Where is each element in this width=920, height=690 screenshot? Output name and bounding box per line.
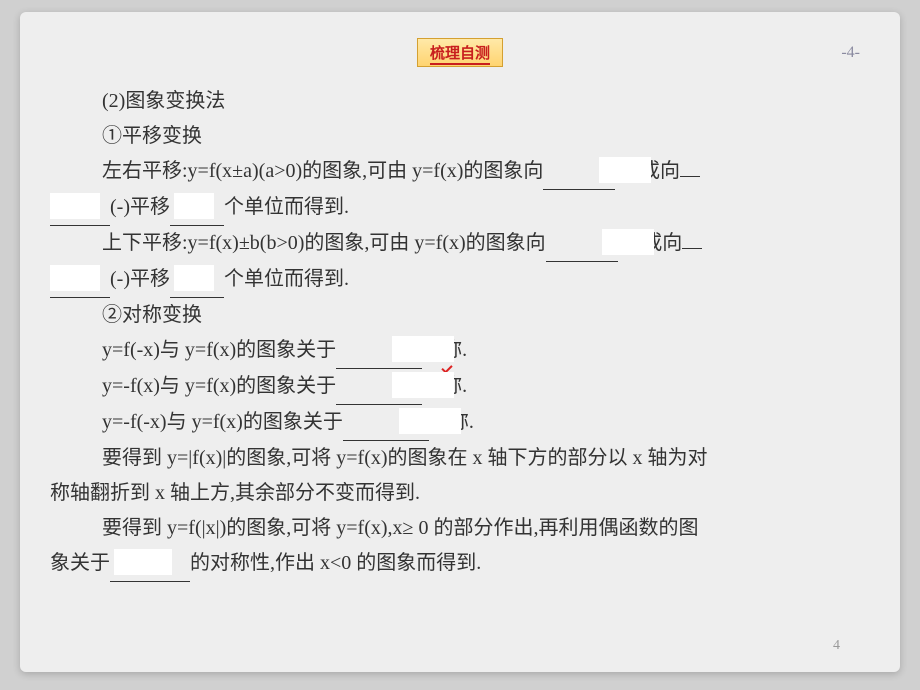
blank-a-units [170,190,224,226]
page-number-top: -4- [841,44,860,62]
line-9: y=-f(x)与 y=f(x)的图象关于对称. [50,369,870,405]
blank-down-lead [50,262,110,298]
line-3: 左右平移:y=f(x±a)(a>0)的图象,可由 y=f(x)的图象向(+)或向 [50,154,870,190]
line-5: 上下平移:y=f(x)±b(b>0)的图象,可由 y=f(x)的图象向(+)或向 [50,226,870,262]
line-2: ①平移变换 [50,119,870,154]
blank-even-sym [110,546,190,582]
blank-tail-2 [682,248,702,249]
blank-up [546,226,618,262]
line-13: 要得到 y=f(|x|)的图象,可将 y=f(x),x≥ 0 的部分作出,再利用… [50,511,870,546]
blank-xaxis [336,369,422,405]
tab-label: 梳理自测 [430,45,490,65]
blank-tail-1 [680,176,700,177]
text-6b: 个单位而得到. [224,268,349,290]
line-12: 称轴翻折到 x 轴上方,其余部分不变而得到. [50,476,870,511]
line-10: y=-f(-x)与 y=f(x)的图象关于对称. [50,405,870,441]
slide-page: 梳理自测 -4- (2)图象变换法 ①平移变换 左右平移:y=f(x±a)(a>… [20,12,900,672]
text-4b: 个单位而得到. [224,196,349,218]
blank-right-lead [50,190,110,226]
line-1: (2)图象变换法 [50,84,870,119]
text-6a: (-)平移 [110,268,170,290]
text-3a: 左右平移:y=f(x±a)(a>0)的图象,可由 y=f(x)的图象向 [102,160,543,182]
text-9a: y=-f(x)与 y=f(x)的图象关于 [102,375,336,397]
line-8: y=f(-x)与 y=f(x)的图象关于对称. [50,333,870,369]
line-7: ②对称变换 [50,298,870,333]
line-4: (-)平移 个单位而得到. [50,190,870,226]
line-11: 要得到 y=|f(x)|的图象,可将 y=f(x)的图象在 x 轴下方的部分以 … [50,441,870,476]
blank-yaxis [336,333,422,369]
blank-origin [343,405,429,441]
text-10a: y=-f(-x)与 y=f(x)的图象关于 [102,411,343,433]
blank-b-units [170,262,224,298]
text-8a: y=f(-x)与 y=f(x)的图象关于 [102,339,336,361]
text-5a: 上下平移:y=f(x)±b(b>0)的图象,可由 y=f(x)的图象向 [102,232,546,254]
content-body: (2)图象变换法 ①平移变换 左右平移:y=f(x±a)(a>0)的图象,可由 … [50,84,870,582]
text-4a: (-)平移 [110,196,170,218]
text-14a: 象关于 [50,552,110,574]
text-14b: 的对称性,作出 x<0 的图象而得到. [190,552,481,574]
line-14: 象关于 的对称性,作出 x<0 的图象而得到. [50,546,870,582]
tab-header: 梳理自测 [417,38,503,67]
blank-left [543,154,615,190]
line-6: (-)平移 个单位而得到. [50,262,870,298]
page-number-bottom: 4 [833,638,840,654]
